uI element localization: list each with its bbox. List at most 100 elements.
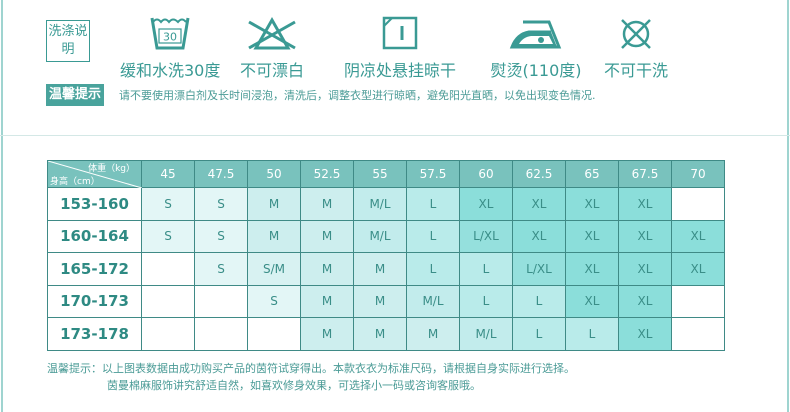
size-cell: XL [565, 187, 619, 221]
weight-header: 62.5 [512, 160, 566, 188]
size-cell: S [194, 187, 248, 221]
size-cell: S [194, 219, 248, 253]
size-cell [141, 317, 195, 351]
weight-header: 57.5 [406, 160, 460, 188]
no-bleach-icon [248, 16, 296, 50]
size-cell: XL [565, 252, 619, 286]
size-cell: M [300, 252, 354, 286]
left-border [1, 0, 3, 412]
weight-header: 50 [247, 160, 301, 188]
table-corner-header: 体重（kg） 身高（cm） [47, 160, 142, 188]
size-cell: XL [512, 187, 566, 221]
size-cell: XL [618, 252, 672, 286]
size-cell: S [247, 284, 301, 318]
size-cell: L [565, 317, 619, 351]
size-cell: M [247, 187, 301, 221]
size-cell: M [353, 284, 407, 318]
size-cell: XL [618, 284, 672, 318]
care-item-dry: 阴凉处悬挂晾干 [340, 12, 460, 81]
size-cell: M [247, 219, 301, 253]
size-cell: L [459, 252, 513, 286]
care-item-dryclean: 不可干洗 [596, 12, 676, 81]
size-cell: M [353, 317, 407, 351]
size-cell: L [406, 252, 460, 286]
size-cell: L [512, 284, 566, 318]
size-cell: XL [618, 219, 672, 253]
size-cell [141, 252, 195, 286]
svg-text:30: 30 [163, 31, 177, 44]
size-cell: M [300, 284, 354, 318]
size-cell [671, 284, 725, 318]
iron-icon [509, 20, 562, 49]
care-label: 熨烫(110度) [490, 61, 582, 80]
size-cell: XL [671, 219, 725, 253]
size-cell [671, 317, 725, 351]
size-cell: L [512, 317, 566, 351]
weight-header: 67.5 [618, 160, 672, 188]
size-cell: L/XL [512, 252, 566, 286]
divider [0, 135, 790, 136]
height-range: 173-178 [47, 317, 142, 351]
tip-text: 请不要使用漂白剂及长时间浸泡，清洗后，调整衣型进行晾晒，避免阳光直晒，以免出现变… [119, 89, 596, 102]
height-range: 153-160 [47, 187, 142, 221]
size-cell [194, 284, 248, 318]
table-row: 160-164 S S M M M/L L L/XL XL XL XL XL [47, 219, 725, 253]
size-cell: XL [565, 284, 619, 318]
size-cell [247, 317, 301, 351]
footer-note-1: 温馨提示：以上图表数据由成功购买产品的茵符试穿得出。本款衣衣为标准尺码，请根据自… [47, 362, 575, 375]
table-row: 170-173 S M M M/L L L XL XL [47, 284, 725, 318]
wash-30-icon: 30 [150, 17, 190, 50]
size-cell: S [194, 252, 248, 286]
size-cell: M/L [459, 317, 513, 351]
care-item-bleach: 不可漂白 [232, 12, 312, 81]
size-cell: M [353, 252, 407, 286]
size-cell: M/L [353, 187, 407, 221]
size-cell: M [406, 317, 460, 351]
right-border [787, 0, 789, 412]
care-item-iron: 熨烫(110度) [486, 12, 586, 81]
care-label: 不可漂白 [239, 61, 304, 80]
size-cell: XL [512, 219, 566, 253]
care-label: 缓和水洗30度 [120, 61, 221, 80]
size-cell: L/XL [459, 219, 513, 253]
height-axis-label: 身高（cm） [50, 177, 100, 187]
size-cell: S [141, 187, 195, 221]
size-cell: XL [671, 252, 725, 286]
size-cell: S/M [247, 252, 301, 286]
weight-header: 52.5 [300, 160, 354, 188]
no-dry-clean-icon [621, 19, 651, 49]
care-label: 不可干洗 [603, 61, 668, 80]
size-cell: XL [565, 219, 619, 253]
size-cell: L [406, 219, 460, 253]
table-row: 165-172 S S/M M M L L L/XL XL XL XL [47, 252, 725, 286]
care-item-wash: 30 缓和水洗30度 [120, 12, 220, 81]
size-cell: XL [459, 187, 513, 221]
diagonal-line [48, 161, 142, 188]
weight-header: 70 [671, 160, 725, 188]
care-title: 洗涤说明 [46, 20, 90, 62]
size-cell [141, 284, 195, 318]
weight-header: 45 [141, 160, 195, 188]
table-row: 173-178 M M M M/L L L XL [47, 317, 725, 351]
size-cell: M/L [353, 219, 407, 253]
size-cell: XL [618, 187, 672, 221]
size-cell [194, 317, 248, 351]
weight-axis-label: 体重（kg） [88, 164, 135, 174]
height-range: 165-172 [47, 252, 142, 286]
size-cell [671, 187, 725, 221]
height-range: 170-173 [47, 284, 142, 318]
tip-badge: 温馨提示 [46, 84, 105, 106]
size-cell: XL [618, 317, 672, 351]
weight-header: 47.5 [194, 160, 248, 188]
size-cell: L [406, 187, 460, 221]
size-cell: M [300, 219, 354, 253]
size-cell: M [300, 187, 354, 221]
weight-header: 65 [565, 160, 619, 188]
table-row: 153-160 S S M M M/L L XL XL XL XL [47, 187, 725, 221]
height-range: 160-164 [47, 219, 142, 253]
size-cell: L [459, 284, 513, 318]
line-dry-shade-icon [382, 16, 418, 50]
size-table: 体重（kg） 身高（cm） 45 47.5 50 52.5 55 57.5 60 62.5 65… [47, 160, 725, 351]
weight-header: 55 [353, 160, 407, 188]
care-label: 阴凉处悬挂晾干 [343, 61, 456, 80]
